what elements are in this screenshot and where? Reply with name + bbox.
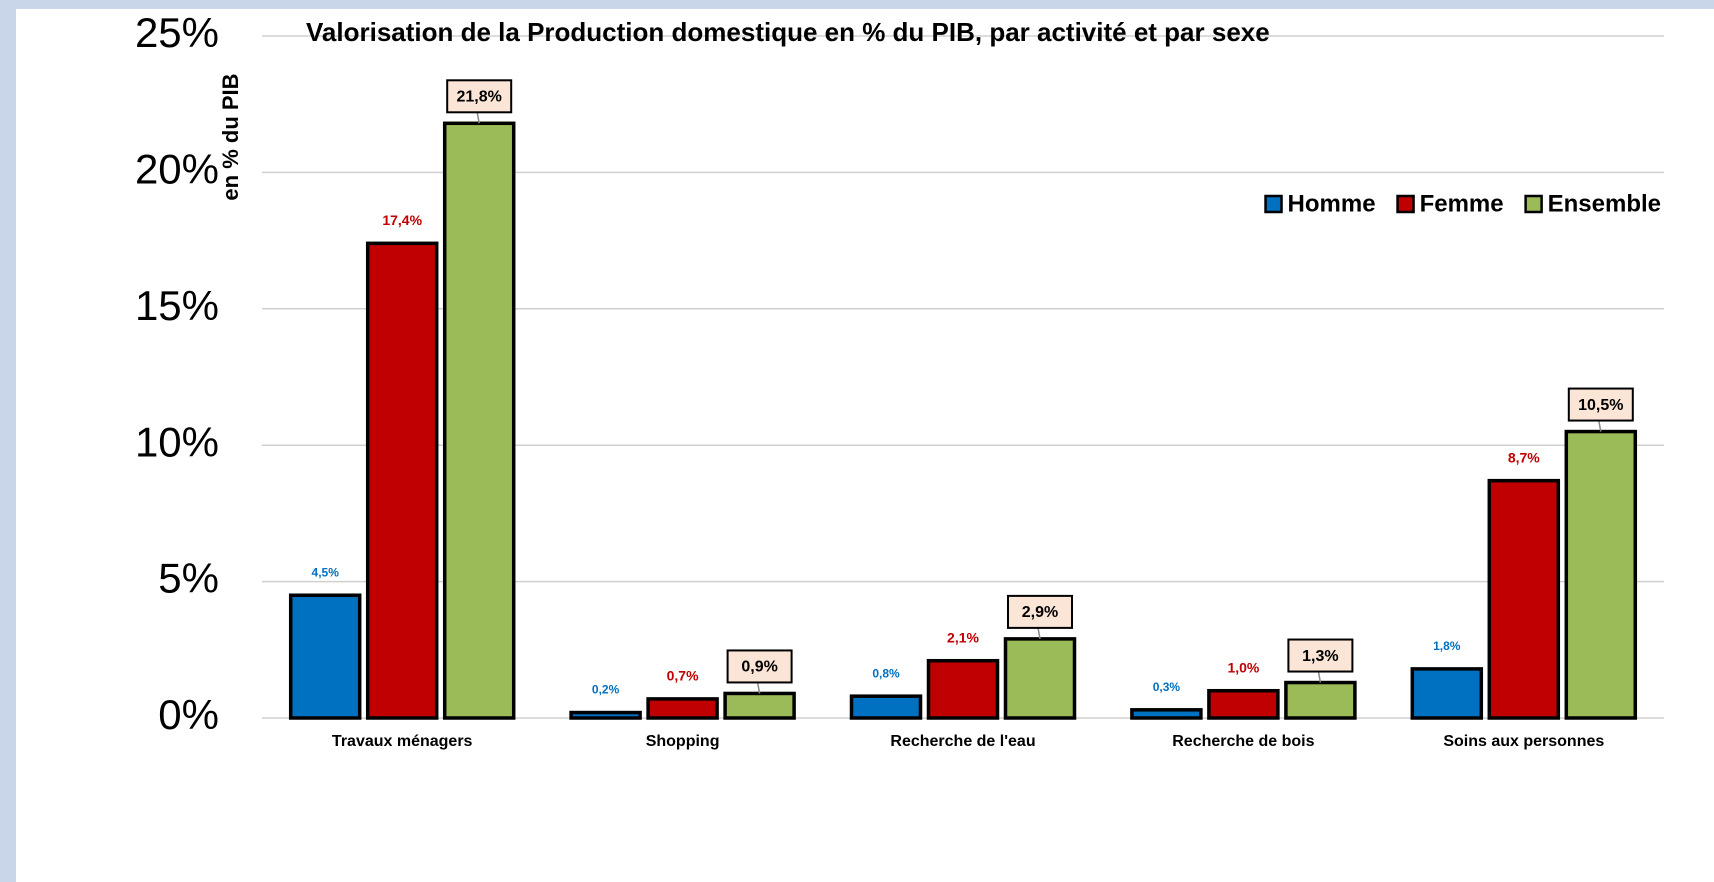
data-label: 0,8% [872, 666, 900, 680]
bar [569, 710, 642, 720]
bar [1487, 478, 1561, 720]
bar [1003, 637, 1077, 720]
bar [646, 697, 719, 720]
data-label: 0,2% [592, 683, 620, 697]
x-tick-label: Travaux ménagers [332, 733, 473, 750]
y-tick-label: 10% [135, 418, 219, 465]
y-tick-label: 5% [158, 555, 219, 602]
data-label: 8,7% [1508, 449, 1540, 465]
legend-swatch [1396, 194, 1415, 214]
chart-title: Valorisation de la Production domestique… [306, 17, 1270, 47]
bar [723, 691, 796, 720]
label-box [446, 79, 513, 114]
legend-label: Ensemble [1548, 190, 1661, 217]
legend: Homme Femme Ensemble [1264, 190, 1661, 217]
leader-line [756, 682, 761, 694]
y-tick-label: 25% [135, 9, 219, 56]
bar [288, 593, 362, 720]
x-tick-label: Recherche de bois [1172, 733, 1314, 750]
data-label: 1,8% [1433, 639, 1461, 653]
data-label: 2,1% [947, 629, 979, 645]
y-tick-label: 0% [158, 691, 219, 738]
x-tick-label: Soins aux personnes [1443, 733, 1604, 750]
data-label: 21,8% [457, 89, 502, 106]
data-label: 0,3% [1153, 680, 1181, 694]
leader-line [1317, 671, 1322, 683]
data-label: 17,4% [382, 212, 422, 228]
bar [442, 121, 516, 720]
legend-swatch [1524, 194, 1543, 214]
data-label: 1,0% [1227, 659, 1259, 675]
x-tick-label: Shopping [646, 733, 720, 750]
label-box [1007, 594, 1073, 629]
data-label: 0,9% [741, 659, 777, 676]
data-label: 0,7% [667, 668, 699, 684]
bar [365, 241, 439, 720]
data-label: 10,5% [1578, 397, 1623, 414]
bar [849, 694, 923, 720]
legend-label: Homme [1288, 190, 1376, 217]
data-label: 2,9% [1022, 604, 1058, 621]
leader-line [476, 112, 480, 124]
leader-line [1037, 627, 1041, 640]
bar [1207, 688, 1280, 720]
bar [1284, 680, 1357, 720]
x-tick-label: Recherche de l'eau [890, 733, 1035, 750]
y-tick-label: 15% [135, 282, 219, 329]
y-tick-label: 20% [135, 145, 219, 192]
label-box [726, 649, 793, 684]
label-box [1567, 387, 1634, 422]
y-axis-label: en % du PIB [218, 73, 243, 200]
legend-swatch [1264, 194, 1283, 214]
legend-label: Femme [1420, 190, 1504, 217]
data-label: 4,5% [312, 565, 340, 579]
data-label: 1,3% [1302, 648, 1338, 665]
bar [1130, 708, 1203, 720]
leader-line [1598, 420, 1602, 432]
bar [1410, 667, 1484, 720]
label-box [1287, 638, 1354, 673]
bar [926, 658, 1000, 720]
bar [1564, 429, 1638, 720]
